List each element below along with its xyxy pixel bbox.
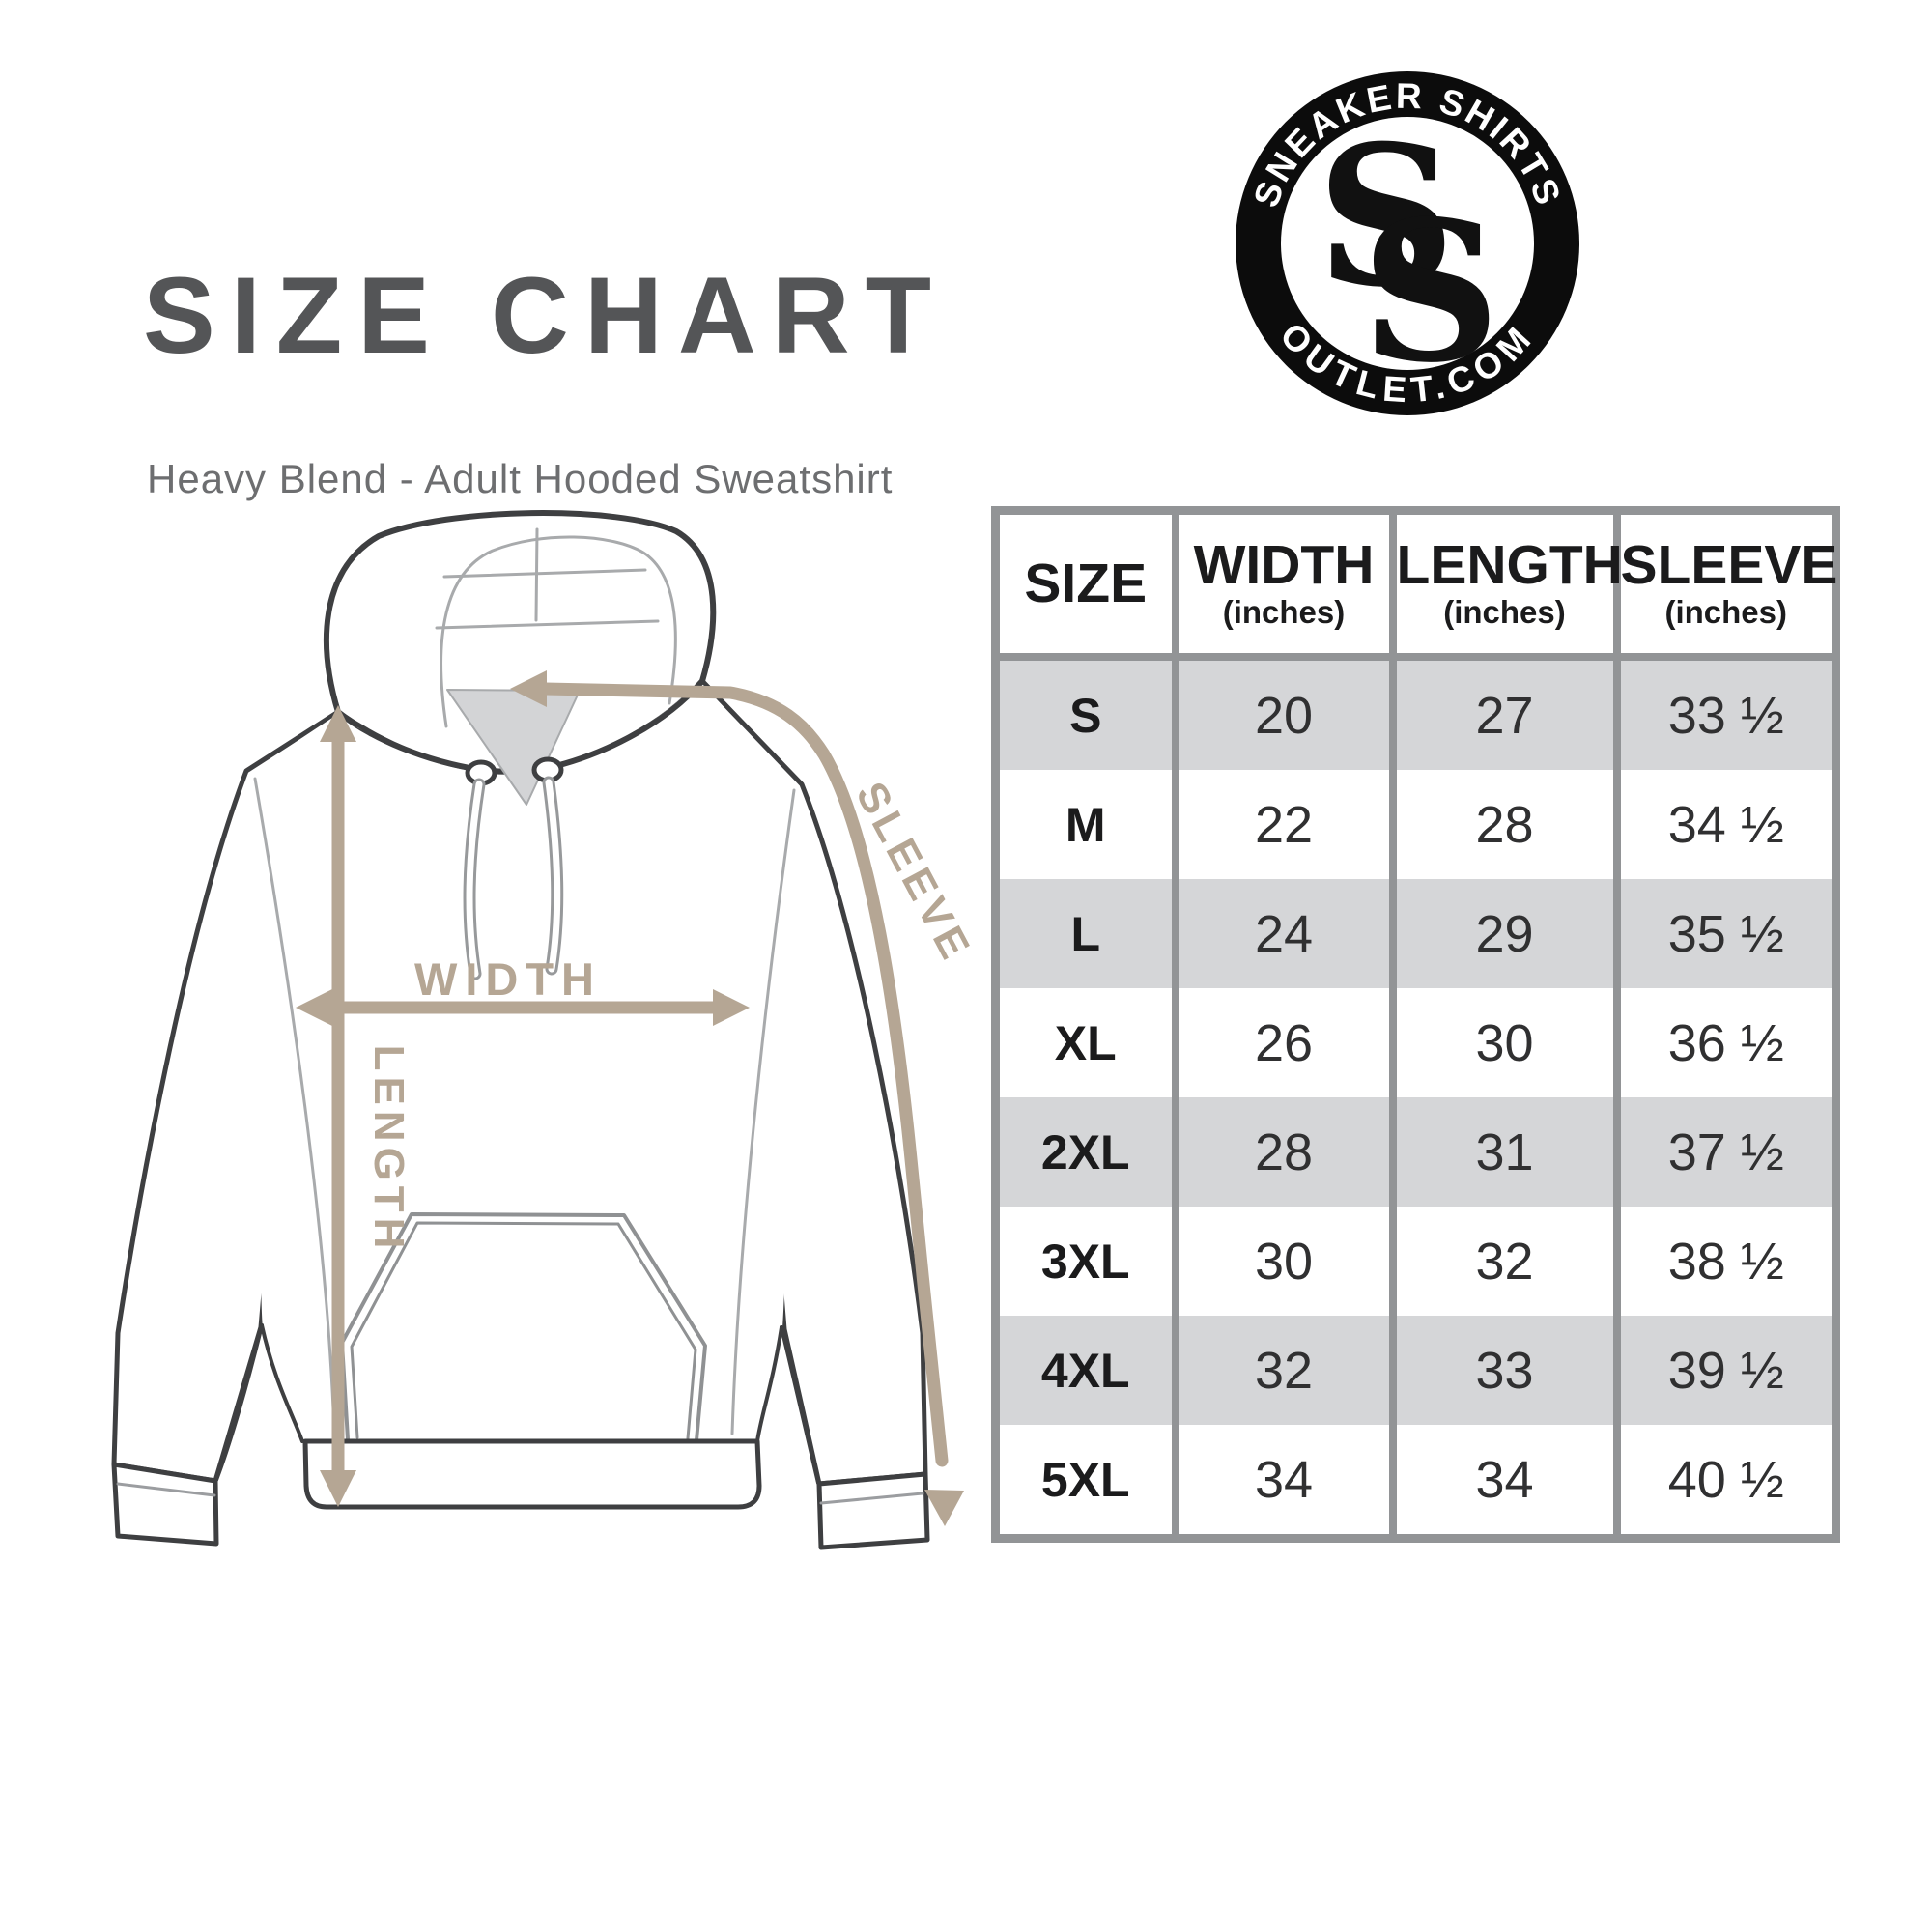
measurement-cell: 33 ½ xyxy=(1612,657,1836,770)
col-header-size: SIZE xyxy=(995,510,1176,661)
hoodie-diagram: WIDTH LENGTH SLEEVE xyxy=(111,510,980,1550)
logo-inner-circle xyxy=(1281,117,1534,370)
measure-arrowheads xyxy=(296,670,964,1526)
hoodie-right-cuff-seam xyxy=(819,1492,924,1505)
length-arrowhead-top xyxy=(320,705,356,742)
size-cell: 5XL xyxy=(1040,1452,1130,1507)
size-cell: 4XL xyxy=(1040,1343,1130,1398)
col-header-length: LENGTH (inches) xyxy=(1388,510,1623,661)
table-row: XL 26 30 36 ½ xyxy=(995,988,1836,1097)
measurement-cell: 33 xyxy=(1388,1316,1617,1425)
hoodie-right-cuff xyxy=(816,1471,930,1550)
table-row: L 24 29 35 ½ xyxy=(995,879,1836,988)
table-header-row: SIZE WIDTH (inches) LENGTH (inches) SLEE… xyxy=(995,510,1838,661)
hoodie-body xyxy=(249,684,798,1443)
measurement-cell: 34 ½ xyxy=(1612,770,1836,879)
width-label: WIDTH xyxy=(414,953,602,1005)
measurement-cell: 28 xyxy=(1171,1097,1393,1207)
size-cell: M xyxy=(1065,797,1106,852)
measurement-cell: 26 xyxy=(1171,988,1393,1097)
hoodie-left-sleeve-inner-edge xyxy=(214,1323,264,1482)
hoodie-right-armpit-seam xyxy=(755,1325,783,1443)
hoodie-left-cuff xyxy=(111,1462,219,1547)
hood-fold-line-lower xyxy=(435,619,660,630)
width-arrowhead-right xyxy=(713,989,750,1026)
size-cell: L xyxy=(1070,906,1101,961)
svg-text:S: S xyxy=(1361,179,1500,406)
hoodie-right-sleeve-inner-edge xyxy=(780,1325,820,1485)
measurement-cell: 22 xyxy=(1171,770,1393,879)
table-row: M 22 28 34 ½ xyxy=(995,770,1836,879)
measurement-cell: 28 xyxy=(1388,770,1617,879)
sleeve-arrow-line xyxy=(538,682,949,1467)
width-arrowhead-left xyxy=(296,989,332,1026)
left-drawstring xyxy=(466,781,483,978)
brand-logo: SNEAKER SHIRTS OUTLET.COM S S xyxy=(1236,71,1579,415)
col-header-width-sub: (inches) xyxy=(1222,594,1346,631)
measurement-cell: 37 ½ xyxy=(1612,1097,1836,1207)
measurement-cell: 32 xyxy=(1171,1316,1393,1425)
col-header-length-label: LENGTH xyxy=(1396,534,1623,597)
table-row: 2XL 28 31 37 ½ xyxy=(995,1097,1836,1207)
measurement-cell: 38 ½ xyxy=(1612,1207,1836,1316)
hoodie-left-raglan-seam xyxy=(253,777,336,1435)
hoodie-waistband xyxy=(302,1438,762,1510)
table-row: 5XL 34 34 40 ½ xyxy=(995,1425,1836,1539)
sleeve-arrowhead-collar xyxy=(510,670,547,707)
size-cell: 2XL xyxy=(1040,1124,1130,1179)
col-header-width: WIDTH (inches) xyxy=(1171,510,1393,661)
measurement-cell: 35 ½ xyxy=(1612,879,1836,988)
col-header-width-label: WIDTH xyxy=(1193,534,1375,597)
col-header-sleeve: SLEEVE (inches) xyxy=(1612,510,1838,661)
collar-edge-left xyxy=(335,709,484,773)
length-arrowhead-bottom xyxy=(320,1470,356,1507)
sleeve-arrowhead-cuff xyxy=(924,1490,964,1526)
col-header-length-sub: (inches) xyxy=(1443,594,1566,631)
hoodie-left-armpit-seam xyxy=(260,1323,304,1443)
measurement-cell: 30 xyxy=(1388,988,1617,1097)
measurement-cell: 32 xyxy=(1388,1207,1617,1316)
measurement-cell: 34 xyxy=(1388,1425,1617,1539)
table-row: S 20 27 33 ½ xyxy=(995,657,1836,770)
page-title: SIZE CHART xyxy=(143,255,947,376)
measurement-cell: 39 ½ xyxy=(1612,1316,1836,1425)
size-cell: XL xyxy=(1054,1015,1117,1070)
table-row: 3XL 30 32 38 ½ xyxy=(995,1207,1836,1316)
measurement-cell: 20 xyxy=(1171,657,1393,770)
table-row: 4XL 32 33 39 ½ xyxy=(995,1316,1836,1425)
col-header-sleeve-label: SLEEVE xyxy=(1620,534,1838,597)
measurement-cell: 31 xyxy=(1388,1097,1617,1207)
measurement-cell: 29 xyxy=(1388,879,1617,988)
measurement-cell: 40 ½ xyxy=(1612,1425,1836,1539)
measurement-cell: 24 xyxy=(1171,879,1393,988)
measure-arrows xyxy=(324,682,949,1479)
size-table: SIZE WIDTH (inches) LENGTH (inches) SLEE… xyxy=(991,506,1840,1543)
hoodie-right-raglan-seam xyxy=(730,788,796,1435)
right-drawstring xyxy=(545,779,561,973)
page-subtitle: Heavy Blend - Adult Hooded Sweatshirt xyxy=(147,456,894,501)
size-cell: S xyxy=(1069,688,1102,743)
size-cell: 3XL xyxy=(1040,1234,1130,1289)
col-header-size-label: SIZE xyxy=(1024,552,1148,614)
length-label: LENGTH xyxy=(365,1045,412,1255)
measurement-cell: 34 xyxy=(1171,1425,1393,1539)
measurement-cell: 30 xyxy=(1171,1207,1393,1316)
hood-inner-opening xyxy=(440,535,677,728)
logo-ss-monogram: S S xyxy=(1317,103,1500,406)
hood-center-line xyxy=(534,527,539,622)
col-header-sleeve-sub: (inches) xyxy=(1664,594,1788,631)
hoodie-left-cuff-seam xyxy=(116,1482,216,1497)
hoodie-pocket-inner xyxy=(350,1221,697,1440)
measurement-cell: 27 xyxy=(1388,657,1617,770)
hood-fold-line-upper xyxy=(442,568,647,579)
svg-text:S: S xyxy=(1317,103,1456,330)
measurement-cell: 36 ½ xyxy=(1612,988,1836,1097)
